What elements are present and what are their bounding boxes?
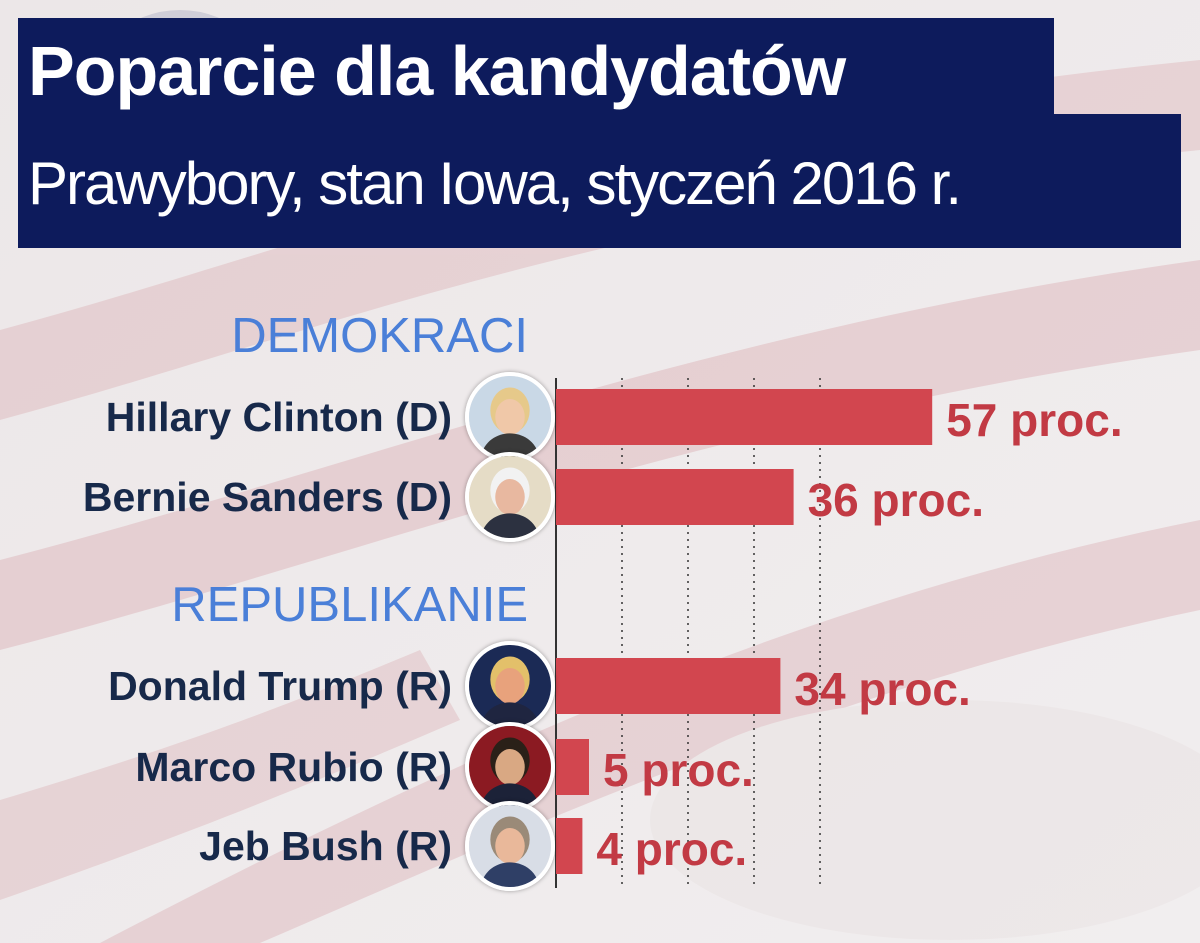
donald-trump-portrait-icon <box>465 641 555 731</box>
bernie-sanders-portrait-icon <box>465 452 555 542</box>
jeb-bush-portrait-icon <box>465 801 555 891</box>
chart-title: Poparcie dla kandydatów <box>28 32 846 110</box>
value-label: 4 proc. <box>596 823 748 875</box>
value-label: 57 proc. <box>946 394 1123 446</box>
group-label: REPUBLIKANIE <box>171 578 528 632</box>
chart-subtitle: Prawybory, stan Iowa, styczeń 2016 r. <box>28 150 962 217</box>
candidate-name: Jeb Bush (R) <box>199 823 452 869</box>
value-label: 5 proc. <box>603 744 754 796</box>
value-label: 34 proc. <box>794 663 971 715</box>
candidate-name: Bernie Sanders (D) <box>82 474 452 520</box>
marco-rubio-portrait-icon <box>465 722 555 812</box>
candidate-name: Marco Rubio (R) <box>135 744 452 790</box>
value-label: 36 proc. <box>807 474 985 526</box>
candidate-name: Donald Trump (R) <box>108 663 452 709</box>
group-label: DEMOKRACI <box>231 309 528 363</box>
title-banner: Poparcie dla kandydatów <box>18 18 1054 122</box>
hillary-clinton-portrait-icon <box>465 372 555 462</box>
subtitle-banner: Prawybory, stan Iowa, styczeń 2016 r. <box>18 114 1181 248</box>
candidate-name: Hillary Clinton (D) <box>105 394 452 440</box>
